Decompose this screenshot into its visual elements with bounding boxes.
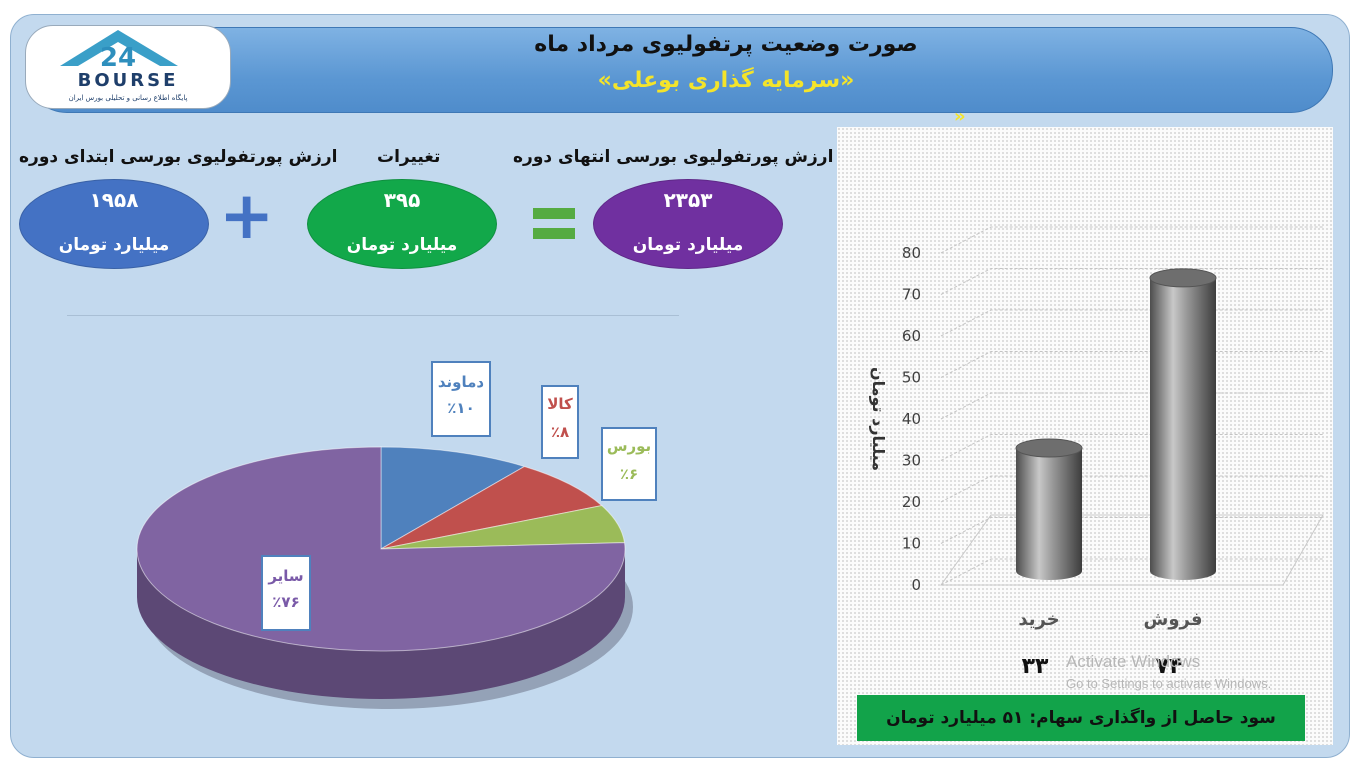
start-value-oval: ۱۹۵۸ میلیارد تومان	[19, 179, 209, 269]
bar-value-label-1: ۷۴	[1156, 654, 1183, 679]
logo-brand: BOURSE	[78, 70, 179, 91]
bar-1-top	[1149, 268, 1217, 288]
pie-label-damavand-value: ٪۱۰	[447, 399, 475, 417]
y-gridline-2	[940, 475, 1323, 503]
logo-mark-icon: 24 BOURSE پایگاه اطلاع رسانی و تحلیلی بو…	[60, 30, 188, 102]
title-banner: صورت وضعیت پرتفولیوی مرداد ماه «سرمایه گ…	[25, 27, 1333, 127]
change-label: تغییرات	[377, 147, 441, 167]
bourse24-logo: 24 BOURSE پایگاه اطلاع رسانی و تحلیلی بو…	[25, 25, 231, 109]
change-unit: میلیارد تومان	[346, 235, 458, 255]
bar-value-label-0: ۳۳	[1022, 654, 1049, 679]
y-gridline-4	[940, 392, 1323, 420]
pie-label-damavand-name: دماوند	[437, 373, 485, 391]
start-value-unit: میلیارد تومان	[58, 235, 170, 255]
y-axis-title: میلیارد تومان	[869, 367, 888, 471]
change-number: ۳۹۵	[383, 188, 421, 212]
pie-label-bourse-name: بورس	[606, 437, 652, 455]
pie-slice-1	[380, 465, 603, 550]
pie-label-kala-name: کالا	[547, 395, 573, 413]
x-category-label-1: فروش	[1143, 609, 1202, 630]
pie-slice-3	[136, 446, 626, 652]
activate-windows-subtitle: Go to Settings to activate Windows.	[1066, 676, 1272, 691]
y-gridline-8	[940, 226, 1323, 254]
y-gridline-1	[940, 517, 1323, 544]
logo-tagline: پایگاه اطلاع رسانی و تحلیلی بورس ایران	[69, 93, 188, 102]
bar-floor	[940, 514, 1324, 586]
page-title: صورت وضعیت پرتفولیوی مرداد ماه	[534, 32, 918, 57]
activate-windows-title: Activate Windows	[1066, 652, 1201, 671]
pie-slice-0	[380, 446, 526, 550]
end-value-number: ۲۳۵۳	[663, 188, 713, 212]
pie-label-other-name: سایر	[268, 567, 304, 585]
y-tick-label-8: 80	[902, 244, 921, 262]
end-value-label: ارزش پورتفولیوی بورسی انتهای دوره	[513, 147, 834, 167]
plus-sign: +	[219, 177, 275, 254]
change-oval: ۳۹۵ میلیارد تومان	[307, 179, 497, 269]
portfolio-pie-chart	[136, 446, 633, 709]
profit-box: سود حاصل از واگذاری سهام: ۵۱ میلیارد توم…	[857, 695, 1305, 741]
y-tick-label-4: 40	[902, 410, 921, 428]
bar-chart-panel: 0 10 20 30 40 50 60 70 80 میلیارد تومان خرید ۳۳ فروش…	[837, 127, 1333, 745]
y-gridline-5	[940, 351, 1323, 378]
pie-label-kala-value: ٪۸	[550, 423, 570, 441]
end-value-unit: میلیارد تومان	[632, 235, 744, 255]
y-tick-label-2: 20	[902, 493, 921, 511]
end-value-oval: ۲۳۵۳ میلیارد تومان	[593, 179, 783, 269]
slide-frame: صورت وضعیت پرتفولیوی مرداد ماه «سرمایه گ…	[10, 14, 1350, 758]
pie-label-bourse-value: ٪۶	[619, 465, 639, 483]
bar-1	[1150, 277, 1216, 580]
y-tick-label-0: 0	[911, 576, 921, 594]
y-tick-label-6: 60	[902, 327, 921, 345]
y-tick-label-5: 50	[902, 369, 921, 387]
divider-line	[67, 315, 679, 316]
buy-sell-bar-chart: 0 10 20 30 40 50 60 70 80 میلیارد تومان خرید ۳۳ فروش…	[869, 226, 1324, 679]
y-gridline-7	[940, 268, 1323, 295]
start-value-label: ارزش پورتفولیوی بورسی ابتدای دوره	[19, 147, 338, 167]
pie-label-other: سایر ٪۷۶	[261, 555, 311, 631]
trailing-quote: »	[954, 106, 966, 127]
y-tick-label-3: 30	[902, 452, 921, 470]
equals-sign	[533, 208, 575, 242]
pie-label-other-value: ٪۷۶	[272, 593, 300, 611]
pie-label-bourse: بورس ٪۶	[601, 427, 657, 501]
y-gridline-3	[940, 434, 1323, 461]
x-category-label-0: خرید	[1018, 609, 1059, 630]
y-gridline-0	[940, 558, 1323, 586]
start-value-number: ۱۹۵۸	[89, 188, 139, 212]
page-subtitle: «سرمایه گذاری بوعلی»	[597, 68, 855, 93]
bar-0-top	[1015, 438, 1083, 458]
pie-label-kala: کالا ٪۸	[541, 385, 579, 459]
bar-0	[1016, 448, 1082, 580]
logo-number: 24	[100, 43, 136, 73]
y-tick-label-1: 10	[902, 535, 921, 553]
y-gridline-6	[940, 309, 1323, 337]
pie-side-wall	[137, 549, 625, 699]
pie-label-damavand: دماوند ٪۱۰	[431, 361, 491, 437]
y-tick-label-7: 70	[902, 286, 921, 304]
